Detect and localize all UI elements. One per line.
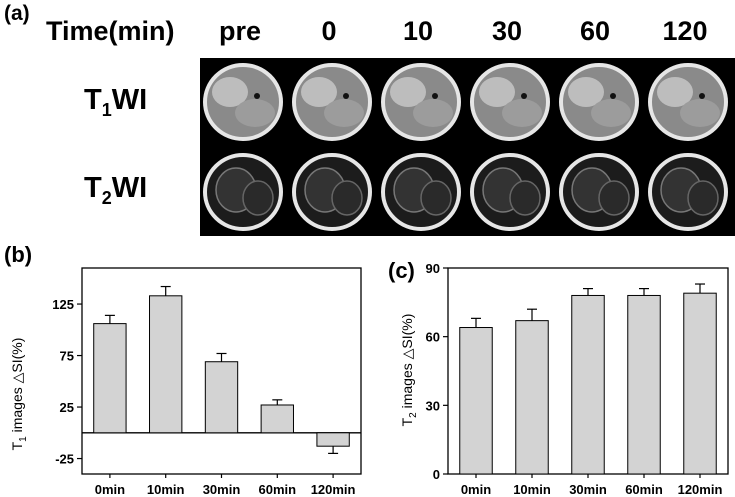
chart-c: (c) 0 30 60 90 0min 10min 30min 60min 120min T2 … [388,258,729,497]
mri-image-grid [200,58,735,236]
x-tick-label: 10min [147,482,185,497]
panel-c-label: (c) [388,258,415,283]
x-tick-label: 60min [259,482,297,497]
x-tick-label: 10min [513,482,551,497]
timepoint-label: 0 [321,16,337,46]
bar [93,323,127,434]
y-axis-label: T2 images △SI(%) [399,314,419,427]
timepoint-label: 30 [491,16,523,46]
x-tick-label: 60min [625,482,663,497]
mri-image-t1 [467,58,554,145]
y-tick-label: 0 [433,467,440,482]
x-tick-label: 30min [203,482,241,497]
x-tick-label: 0min [95,482,125,497]
y-tick-label: 60 [426,330,440,345]
bar [683,292,717,475]
x-tick-label: 120min [311,482,356,497]
mri-image-t2 [467,148,554,235]
bar [149,295,183,434]
bar [316,432,350,447]
mri-image-t1 [378,58,465,145]
bar [459,327,493,475]
y-axis-label: T1 images △SI(%) [9,338,29,451]
timepoint-label: 120 [662,16,708,46]
mri-image-t1 [289,58,376,145]
panel-b-label: (b) [4,242,32,267]
x-tick-label: 0min [461,482,491,497]
row-label-t1wi: T1WI [84,84,148,120]
time-header: Time(min) [46,16,175,46]
bar [260,404,294,434]
mri-image-t1 [200,58,287,145]
bar [627,294,661,475]
mri-image-t2 [200,148,287,235]
mri-image-t2 [645,148,732,235]
timepoint-label: pre [218,16,262,46]
bar [204,361,239,434]
row-label-t2wi: T2WI [84,172,148,208]
y-tick-label: -25 [55,452,74,467]
bar [571,294,605,475]
mri-image-t1 [556,58,643,145]
bar [515,320,549,475]
mri-image-t2 [556,148,643,235]
mri-image-t1 [645,58,732,145]
mri-image-t2 [378,148,465,235]
timepoint-label: 10 [402,16,434,46]
panel-a-label: (a) [4,2,30,25]
mri-image-t2 [289,148,376,235]
y-tick-label: 90 [426,261,440,276]
y-tick-label: 75 [60,349,74,364]
y-tick-label: 25 [60,400,74,415]
x-tick-label: 120min [678,482,723,497]
y-tick-label: 30 [426,398,440,413]
timepoint-label: 60 [579,16,611,46]
x-tick-label: 30min [569,482,607,497]
y-tick-label: 125 [52,297,74,312]
